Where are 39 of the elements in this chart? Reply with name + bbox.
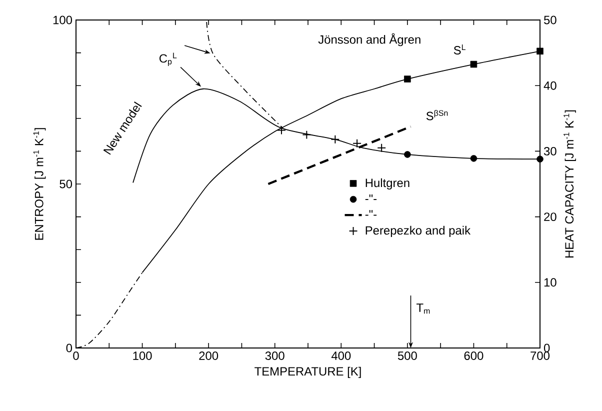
x-tick-label: 300 xyxy=(265,352,284,360)
annotation: S$^{βSn}$ xyxy=(426,110,448,120)
y2-tick-label: 20 xyxy=(544,212,556,222)
point xyxy=(377,143,386,152)
point xyxy=(277,126,286,135)
y2-axis-title: HEAT CAPACITY [J m$^{-1}$ K$^{-1}$] xyxy=(564,110,576,258)
point xyxy=(352,138,362,148)
point xyxy=(404,76,411,82)
legend-label: -"- xyxy=(365,194,377,200)
y-tick-label: 100 xyxy=(53,16,72,24)
x-tick-label: 700 xyxy=(530,352,550,360)
x-tick-label: 100 xyxy=(133,352,152,360)
point xyxy=(404,151,411,158)
legend-label: -"- xyxy=(365,210,377,216)
point xyxy=(536,48,544,55)
x-tick-label: 400 xyxy=(331,352,351,360)
point xyxy=(330,134,340,144)
y2-tick-label: 30 xyxy=(544,146,556,156)
point xyxy=(470,60,478,68)
x-axis-title: TEMPERATURE [K] xyxy=(254,366,361,378)
annotation: T$_{m}$ xyxy=(416,304,430,314)
y-tick-label: 0 xyxy=(66,344,72,352)
annotation: S$^{L}$ xyxy=(454,44,466,54)
y-axis-title: ENTROPY [J m$^{-1}$ K$^{-1}$] xyxy=(33,128,46,240)
annotation: Jönsson and Ågren xyxy=(318,33,420,46)
y2-tick-label: 40 xyxy=(544,81,556,90)
y2-tick-label: 50 xyxy=(544,16,556,24)
point xyxy=(302,130,312,140)
point xyxy=(470,155,478,162)
x-tick-label: 200 xyxy=(199,352,218,360)
x-tick-label: 500 xyxy=(398,352,417,360)
legend-label: Perepezko and paik xyxy=(366,226,471,238)
x-tick-label: 600 xyxy=(464,352,484,360)
point xyxy=(536,156,544,162)
y2-tick-label: 10 xyxy=(544,278,556,287)
y-tick-label: 50 xyxy=(60,180,72,188)
x-tick-label: 0 xyxy=(73,352,79,360)
y2-tick-label: 0 xyxy=(544,344,550,352)
legend-label: Hultgren xyxy=(366,178,410,190)
